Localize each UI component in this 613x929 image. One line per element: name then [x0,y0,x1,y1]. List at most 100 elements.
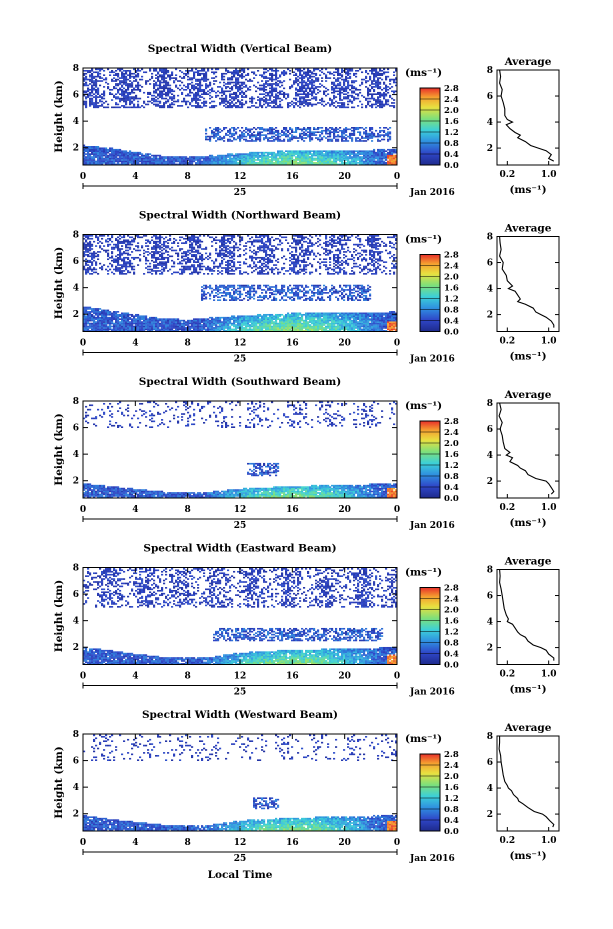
panel-title: Spectral Width (Westward Beam) [142,709,338,721]
avg-title: Average [504,556,552,568]
colorbar-tick-label: 0.8 [444,139,459,149]
date-day-label: 25 [234,854,247,864]
colorbar-tick-label: 2.4 [444,761,459,771]
colorbar-unit: (ms⁻¹) [405,567,442,579]
y-axis-label: Height (km) [53,413,65,485]
date-day-label: 25 [234,188,247,198]
colorbar-tick-label: 0.4 [444,816,459,826]
x-tick-label: 20 [338,172,351,182]
x-tick-label: 0 [80,172,86,182]
colorbar-tick-label: 1.6 [444,617,459,627]
date-month-label: Jan 2016 [409,355,455,365]
y-tick-label: 8 [73,231,79,241]
colorbar-unit: (ms⁻¹) [405,234,442,246]
colorbar-tick-label: 1.2 [444,128,459,138]
colorbar [419,254,441,332]
avg-profile-line [499,69,555,162]
heatmap-cells [83,401,398,499]
colorbar-tick-label: 1.6 [444,783,459,793]
colorbar-tick-label: 2.4 [444,428,459,438]
y-axis-label: Height (km) [53,746,65,818]
x-tick-label: 16 [286,672,299,682]
x-tick-label: 8 [185,672,191,682]
bottom-xlabel: Local Time [208,869,273,881]
colorbar-tick-label: 2.0 [444,106,459,116]
colorbar-tick-label: 0.0 [444,328,459,338]
y-tick-label: 6 [73,91,79,101]
colorbar-tick-label: 1.6 [444,117,459,127]
avg-x-unit: (ms⁻¹) [509,517,546,529]
x-tick-label: 16 [286,838,299,848]
x-tick-label: 4 [132,838,138,848]
colorbar [419,587,441,665]
y-tick-label: 2 [73,144,79,154]
y-tick-label: 2 [73,477,79,487]
x-tick-label: 0 [394,172,400,182]
date-month-label: Jan 2016 [409,688,455,698]
x-tick-label: 0 [80,339,86,349]
avg-frame [496,69,560,166]
colorbar-tick-label: 2.4 [444,595,459,605]
y-axis-label: Height (km) [53,80,65,152]
avg-y-tick-label: 6 [487,758,493,768]
avg-x-unit: (ms⁻¹) [509,184,546,196]
avg-y-tick-label: 4 [487,784,493,794]
avg-x-unit: (ms⁻¹) [509,351,546,363]
avg-y-tick-label: 6 [487,592,493,602]
colorbar-tick-label: 2.4 [444,95,459,105]
colorbar-tick-label: 0.0 [444,661,459,671]
x-tick-label: 0 [394,838,400,848]
x-tick-label: 8 [185,505,191,515]
x-tick-label: 12 [234,339,247,349]
x-tick-label: 16 [286,339,299,349]
x-tick-label: 0 [394,672,400,682]
colorbar-tick-label: 2.0 [444,439,459,449]
colorbar-unit: (ms⁻¹) [405,733,442,745]
chart-panel-4: Spectral Width (Eastward Beam) 2 4 6 8 Height… [53,543,560,698]
avg-x-tick-label: 1.0 [541,670,557,680]
x-tick-label: 12 [234,672,247,682]
colorbar-tick-label: 2.0 [444,772,459,782]
colorbar-tick-label: 2.8 [444,84,459,94]
y-tick-label: 8 [73,564,79,574]
y-tick-label: 2 [73,643,79,653]
chart-panel-1: Spectral Width (Vertical Beam) 2 4 6 8 Height… [53,43,560,198]
avg-y-tick-label: 4 [487,285,493,295]
avg-frame [496,735,560,832]
x-tick-label: 8 [185,838,191,848]
y-tick-label: 4 [73,617,79,627]
y-tick-label: 8 [73,730,79,740]
colorbar-tick-label: 2.8 [444,417,459,427]
avg-y-tick-label: 4 [487,618,493,628]
avg-x-tick-label: 1.0 [541,836,557,846]
avg-x-tick-label: 1.0 [541,337,557,347]
colorbar-tick-label: 0.4 [444,317,459,327]
y-tick-label: 2 [73,810,79,820]
colorbar [419,87,441,166]
x-tick-label: 0 [80,505,86,515]
date-month-label: Jan 2016 [409,521,455,531]
panel-title: Spectral Width (Eastward Beam) [143,543,336,555]
avg-x-unit: (ms⁻¹) [509,684,546,696]
colorbar [419,420,441,499]
avg-y-tick-label: 8 [487,399,493,409]
avg-y-tick-label: 2 [487,144,493,154]
avg-y-tick-label: 8 [487,566,493,576]
colorbar-tick-label: 1.2 [444,794,459,804]
y-tick-label: 8 [73,397,79,407]
plot-frame [82,400,398,499]
y-tick-label: 6 [73,424,79,434]
avg-y-tick-label: 4 [487,451,493,461]
x-tick-label: 0 [80,838,86,848]
x-tick-label: 16 [286,505,299,515]
colorbar-tick-label: 1.6 [444,284,459,294]
avg-y-tick-label: 6 [487,259,493,269]
x-tick-label: 0 [80,672,86,682]
x-tick-label: 4 [132,339,138,349]
avg-x-tick-label: 0.2 [499,670,515,680]
colorbar-tick-label: 0.4 [444,650,459,660]
avg-x-unit: (ms⁻¹) [509,850,546,862]
colorbar-tick-label: 2.0 [444,606,459,616]
colorbar-tick-label: 1.2 [444,461,459,471]
